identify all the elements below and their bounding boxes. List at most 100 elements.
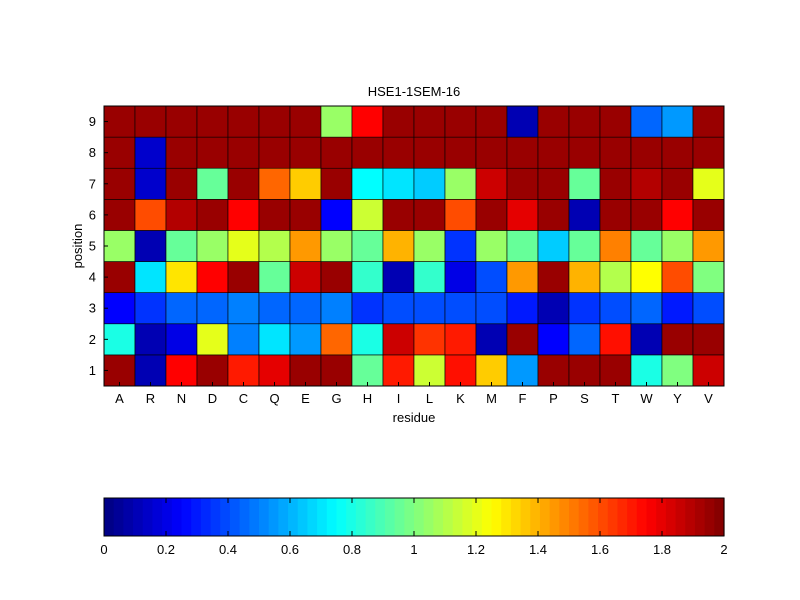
- colorbar-swatch: [229, 498, 241, 536]
- heatmap-cell: [413, 292, 446, 325]
- heatmap-cell: [351, 230, 384, 262]
- heatmap-cell: [661, 230, 694, 262]
- colorbar-swatch: [617, 498, 628, 536]
- heatmap-cell: [568, 323, 601, 356]
- colorbar-tick-label: 1.4: [529, 542, 547, 557]
- heatmap-cell: [475, 167, 508, 200]
- heatmap-cell: [413, 323, 446, 356]
- heatmap-cell: [630, 199, 663, 231]
- colorbar-swatch: [394, 498, 405, 536]
- heatmap-cell: [134, 261, 167, 293]
- heatmap-cell: [258, 261, 291, 293]
- heatmap-cell: [630, 292, 663, 325]
- heatmap-cell: [599, 230, 632, 262]
- heatmap-cell: [382, 167, 415, 200]
- colorbar-swatch: [452, 498, 464, 536]
- heatmap-cell: [475, 323, 508, 356]
- colorbar-swatch: [210, 498, 221, 536]
- heatmap-cell: [351, 354, 384, 387]
- heatmap-cell: [103, 230, 136, 262]
- heatmap-cell: [351, 105, 384, 138]
- colorbar-swatch: [530, 498, 541, 536]
- heatmap-cell: [351, 199, 384, 231]
- heatmap-cell: [692, 199, 725, 231]
- colorbar-swatch: [549, 498, 560, 536]
- heatmap-cell: [692, 261, 725, 293]
- heatmap-cell: [506, 230, 539, 262]
- heatmap-cell: [382, 354, 415, 387]
- colorbar-swatch: [239, 498, 250, 536]
- heatmap-cell: [165, 323, 198, 356]
- heatmap-cell: [165, 261, 198, 293]
- heatmap-cell: [382, 105, 415, 138]
- heatmap-cell: [537, 230, 570, 262]
- colorbar-tick-label: 0.2: [157, 542, 175, 557]
- colorbar-swatch: [656, 498, 667, 536]
- colorbar-swatch: [326, 498, 338, 536]
- heatmap-cell: [196, 292, 229, 325]
- heatmap-cell: [537, 261, 570, 293]
- heatmap-cell: [475, 199, 508, 231]
- heatmap-cell: [692, 292, 725, 325]
- colorbar-swatch: [714, 498, 725, 536]
- heatmap-cell: [506, 136, 539, 169]
- colorbar-swatch: [384, 498, 396, 536]
- colorbar-swatch: [685, 498, 696, 536]
- heatmap-cell: [196, 261, 229, 293]
- heatmap-cell: [692, 230, 725, 262]
- heatmap-cell: [413, 354, 446, 387]
- y-tick-label: 4: [89, 270, 96, 285]
- heatmap-cell: [537, 354, 570, 387]
- heatmap-cell: [227, 261, 260, 293]
- heatmap-cell: [506, 261, 539, 293]
- heatmap-cell: [475, 230, 508, 262]
- heatmap-cell: [413, 105, 446, 138]
- heatmap-cell: [475, 354, 508, 387]
- colorbar-ticks: 0 0.2 0.4 0.6 0.8 1 1.2 1.4 1.6 1.8 2: [100, 498, 728, 557]
- heatmap-cell: [165, 136, 198, 169]
- heatmap-cell: [320, 136, 353, 169]
- heatmap-cell: [289, 261, 322, 293]
- heatmap-cell: [537, 105, 570, 138]
- x-tick-label: L: [426, 391, 433, 406]
- heatmap-cell: [599, 323, 632, 356]
- y-tick-label: 8: [89, 145, 96, 160]
- heatmap-cell: [196, 167, 229, 200]
- heatmap-cell: [351, 261, 384, 293]
- heatmap-cell: [537, 199, 570, 231]
- colorbar-swatch: [249, 498, 260, 536]
- heatmap-cell: [258, 292, 291, 325]
- x-tick-label: T: [612, 391, 620, 406]
- x-tick-label: V: [704, 391, 713, 406]
- heatmap-cell: [258, 167, 291, 200]
- x-tick-label: C: [239, 391, 248, 406]
- heatmap-cell: [661, 105, 694, 138]
- heatmap-cell: [289, 323, 322, 356]
- heatmap-cell: [475, 136, 508, 169]
- heatmap-cell: [599, 261, 632, 293]
- colorbar-tick-label: 0: [100, 542, 107, 557]
- y-tick-label: 9: [89, 114, 96, 129]
- heatmap-cell: [568, 292, 601, 325]
- heatmap-cell: [196, 323, 229, 356]
- heatmap-cell: [103, 354, 136, 387]
- heatmap-cell: [134, 199, 167, 231]
- x-tick-label: I: [397, 391, 401, 406]
- x-tick-label: G: [331, 391, 341, 406]
- heatmap-cell: [134, 323, 167, 356]
- heatmap-cell: [196, 354, 229, 387]
- heatmap-cell: [661, 136, 694, 169]
- heatmap-cell: [475, 292, 508, 325]
- heatmap-cell: [227, 292, 260, 325]
- heatmap-cell: [382, 323, 415, 356]
- colorbar-swatch: [636, 498, 648, 536]
- heatmap-cell: [413, 230, 446, 262]
- colorbar-swatch: [559, 498, 570, 536]
- heatmap-cell: [227, 354, 260, 387]
- colorbar-swatch: [539, 498, 551, 536]
- colorbar-swatch: [152, 498, 163, 536]
- heatmap-cell: [134, 105, 167, 138]
- colorbar-swatch: [336, 498, 347, 536]
- colorbar-swatch: [588, 498, 599, 536]
